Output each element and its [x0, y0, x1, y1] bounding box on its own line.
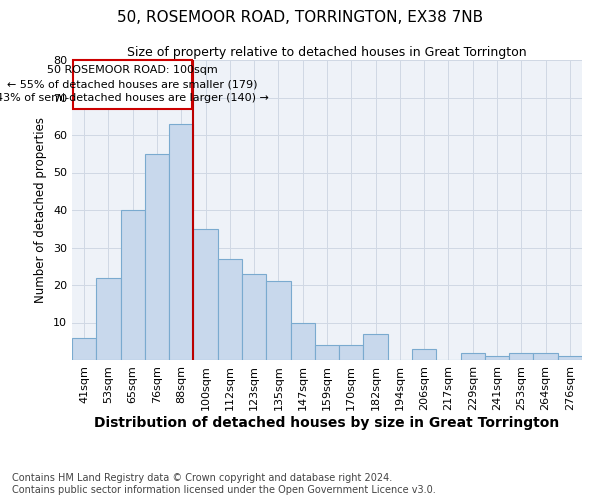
Text: 50, ROSEMOOR ROAD, TORRINGTON, EX38 7NB: 50, ROSEMOOR ROAD, TORRINGTON, EX38 7NB [117, 10, 483, 25]
Text: Contains HM Land Registry data © Crown copyright and database right 2024.
Contai: Contains HM Land Registry data © Crown c… [12, 474, 436, 495]
Bar [266, 281, 290, 360]
Bar [169, 124, 193, 360]
Bar [533, 352, 558, 360]
X-axis label: Distribution of detached houses by size in Great Torrington: Distribution of detached houses by size … [94, 416, 560, 430]
Bar [72, 338, 96, 360]
Bar [364, 334, 388, 360]
Bar [242, 274, 266, 360]
Bar [218, 259, 242, 360]
Title: Size of property relative to detached houses in Great Torrington: Size of property relative to detached ho… [127, 46, 527, 59]
Bar [96, 278, 121, 360]
FancyBboxPatch shape [73, 60, 192, 109]
Bar [315, 345, 339, 360]
Bar [461, 352, 485, 360]
Bar [193, 229, 218, 360]
Y-axis label: Number of detached properties: Number of detached properties [34, 117, 47, 303]
Bar [290, 322, 315, 360]
Text: 50 ROSEMOOR ROAD: 100sqm
← 55% of detached houses are smaller (179)
43% of semi-: 50 ROSEMOOR ROAD: 100sqm ← 55% of detach… [0, 66, 269, 104]
Bar [412, 349, 436, 360]
Bar [485, 356, 509, 360]
Bar [509, 352, 533, 360]
Bar [121, 210, 145, 360]
Bar [558, 356, 582, 360]
Bar [339, 345, 364, 360]
Bar [145, 154, 169, 360]
